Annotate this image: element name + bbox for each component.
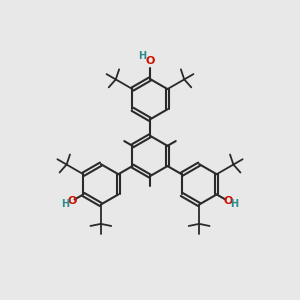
Text: O: O	[145, 56, 155, 66]
Text: H: H	[61, 199, 70, 209]
Text: O: O	[223, 196, 233, 206]
Text: H: H	[139, 50, 147, 61]
Text: H: H	[230, 199, 238, 209]
Text: O: O	[67, 196, 77, 206]
